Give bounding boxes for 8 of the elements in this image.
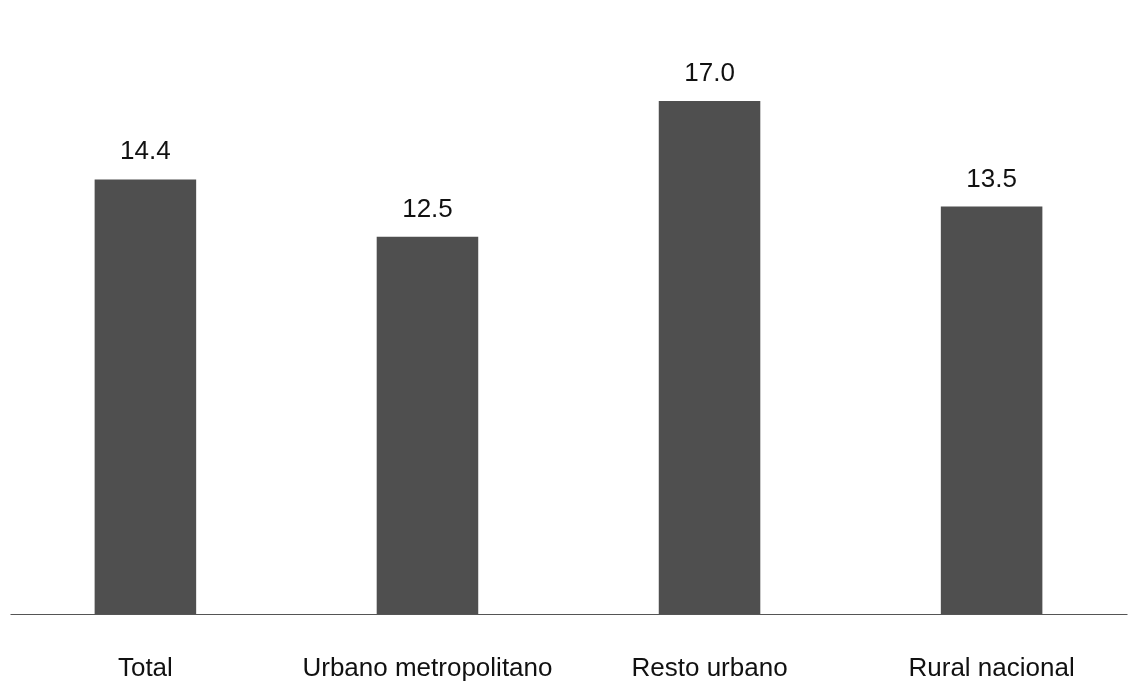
- x-tick-label: Resto urbano: [631, 651, 788, 682]
- data-label: 12.5: [402, 192, 453, 223]
- data-label: 14.4: [120, 135, 171, 166]
- x-tick-label: Rural nacional: [908, 651, 1075, 682]
- data-label: 17.0: [684, 57, 735, 87]
- x-tick-label: Urbano metropolitano: [302, 651, 553, 682]
- x-tick-label: Total: [117, 651, 173, 682]
- data-label: 13.5: [966, 162, 1017, 193]
